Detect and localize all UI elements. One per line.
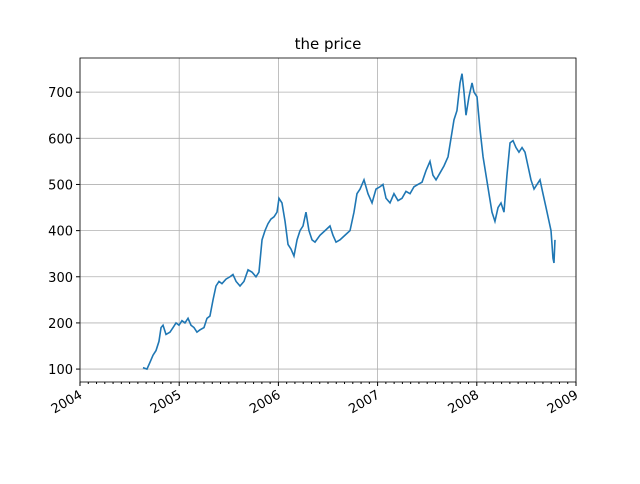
- x-tick-label: 2006: [247, 388, 283, 418]
- price-line: [142, 73, 556, 371]
- x-tick-label: 2007: [346, 388, 382, 418]
- plot-frame: [79, 57, 577, 383]
- y-tick-label: 500: [48, 178, 73, 193]
- x-tick-label: 2009: [545, 388, 581, 418]
- y-tick-label: 700: [48, 86, 73, 101]
- x-tick-label: 2004: [49, 388, 85, 418]
- x-tick-label: 2005: [148, 388, 184, 418]
- chart-title: the price: [295, 35, 362, 53]
- y-tick-label: 400: [48, 225, 73, 240]
- y-tick-label: 100: [48, 363, 73, 378]
- y-tick-label: 300: [48, 271, 73, 286]
- x-tick-label: 2008: [446, 388, 482, 418]
- y-tick-label: 200: [48, 317, 73, 332]
- y-tick-label: 600: [48, 132, 73, 147]
